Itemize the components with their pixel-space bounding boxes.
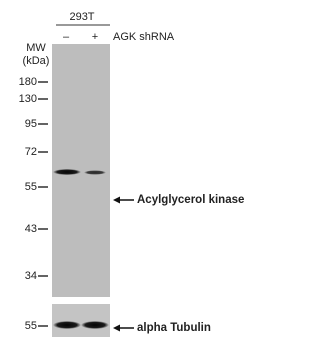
- arrow-head: [113, 197, 120, 204]
- band-label: Acylglycerol kinase: [137, 194, 244, 206]
- mw-unit: (kDa): [23, 55, 50, 67]
- mw-label: MW: [26, 42, 46, 54]
- marker-label: 43: [25, 223, 37, 235]
- arrow-head: [113, 325, 120, 332]
- band: [53, 321, 81, 329]
- blot-figure: 293T – + AGK shRNA MW (kDa) 180 130 95 72 55…: [0, 0, 259, 337]
- marker-label: 72: [25, 146, 37, 158]
- marker-label: 130: [19, 93, 37, 105]
- band: [81, 321, 109, 329]
- treatment: AGK shRNA: [113, 31, 175, 43]
- band: [53, 169, 81, 175]
- page: {"header": {"cell_line": "293T", "lanes"…: [0, 0, 259, 337]
- marker-label: 180: [19, 76, 37, 88]
- lane-label: –: [63, 31, 70, 43]
- band-label: alpha Tubulin: [137, 322, 211, 334]
- markers: 180 130 95 72 55 43 34 55: [19, 76, 48, 332]
- cell-line: 293T: [69, 11, 94, 23]
- lane-label: +: [92, 31, 98, 43]
- marker-label: 55: [25, 181, 37, 193]
- marker-label: 95: [25, 118, 37, 130]
- marker-label: 55: [25, 320, 37, 332]
- blot-lower: [52, 304, 110, 337]
- marker-label: 34: [25, 270, 37, 282]
- band: [84, 170, 106, 174]
